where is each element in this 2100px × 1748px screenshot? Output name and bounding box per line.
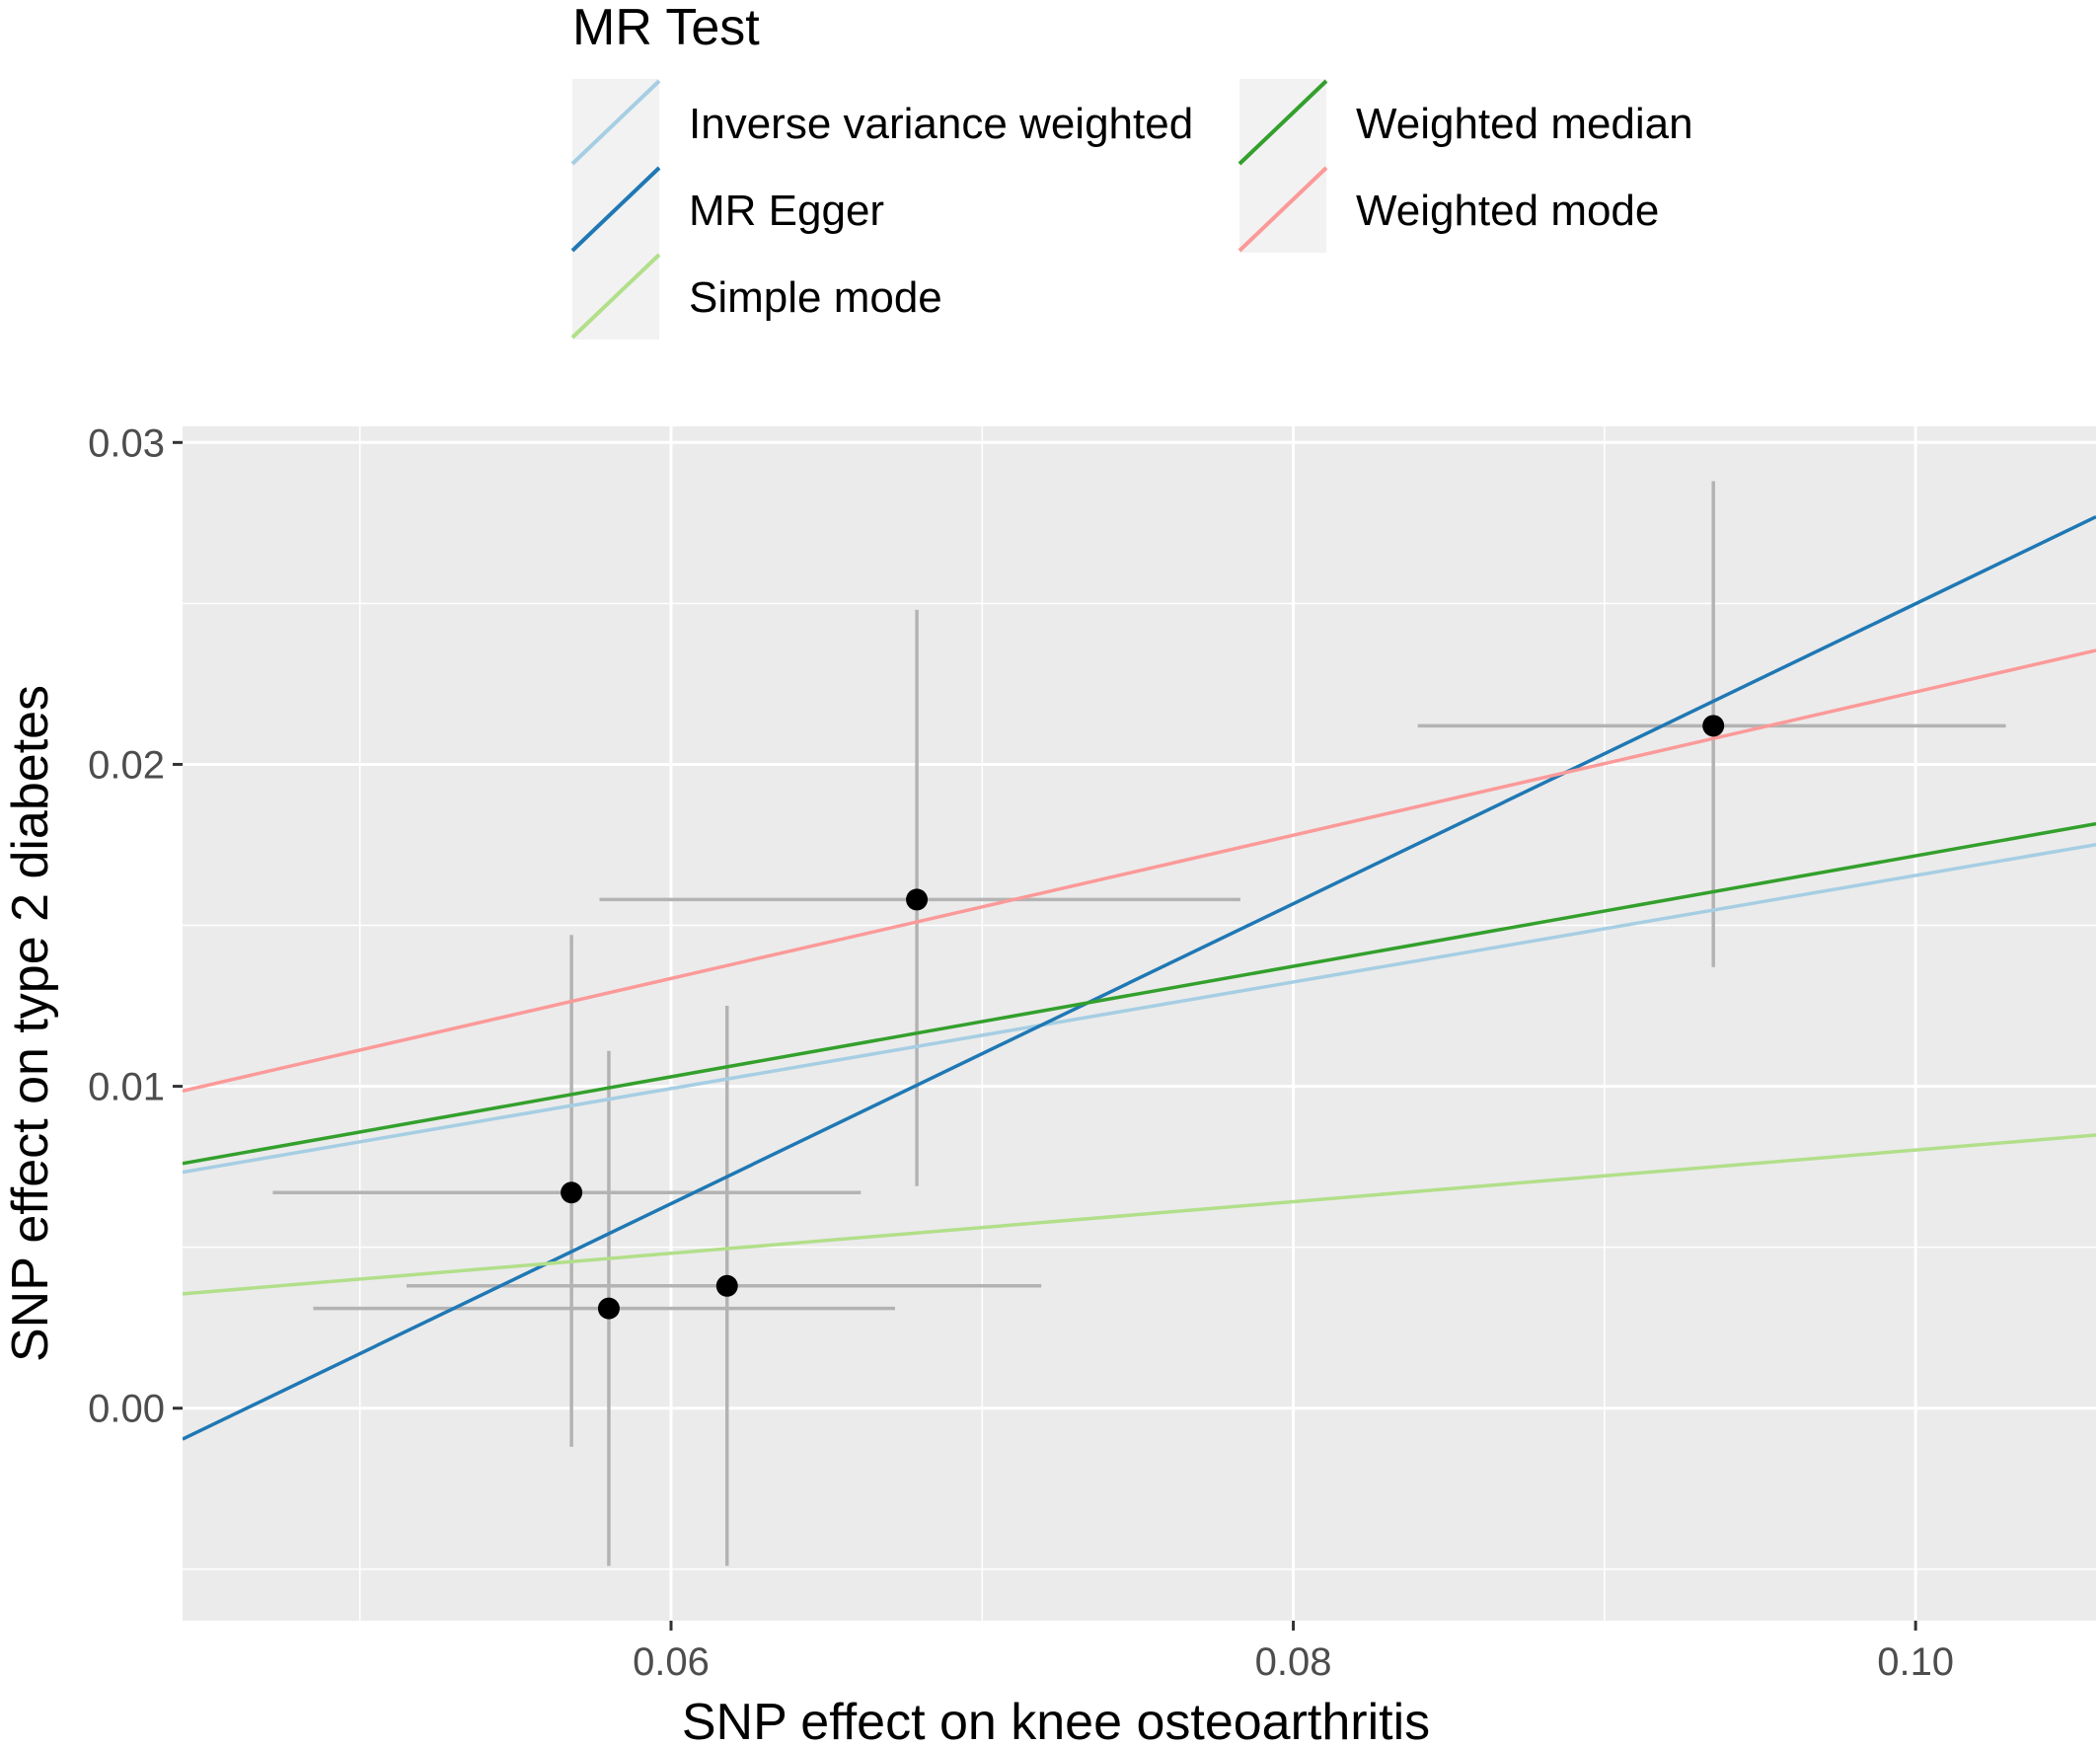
legend: MR Test Inverse variance weighted MR Egg… xyxy=(570,0,1693,340)
x-tick-label: 0.10 xyxy=(1877,1640,1954,1684)
y-tick-label: 0.00 xyxy=(88,1388,165,1431)
fit-line-weighted-median xyxy=(183,821,2096,1166)
plot-panel xyxy=(183,426,2096,1621)
legend-swatch-weighted-median xyxy=(1238,79,1328,166)
legend-swatch-simple-mode xyxy=(570,253,661,340)
legend-entry-mr-egger: MR Egger xyxy=(570,166,884,253)
x-tick-label: 0.06 xyxy=(633,1640,710,1684)
legend-label-simple-mode: Simple mode xyxy=(689,273,942,322)
grid xyxy=(183,426,2096,1621)
x-tick-label: 0.08 xyxy=(1255,1640,1332,1684)
legend-swatch-weighted-mode xyxy=(1238,166,1328,253)
legend-swatch-mr-egger xyxy=(570,166,661,253)
legend-entry-simple-mode: Simple mode xyxy=(570,253,942,340)
x-axis-title: SNP effect on knee osteoarthritis xyxy=(682,1694,1430,1748)
data-point xyxy=(597,1297,620,1320)
legend-label-weighted-mode: Weighted mode xyxy=(1356,187,1659,235)
legend-label-ivw: Inverse variance weighted xyxy=(689,100,1193,148)
y-axis-title: SNP effect on type 2 diabetes xyxy=(2,685,59,1362)
data-points xyxy=(561,715,1725,1320)
legend-swatch-ivw xyxy=(570,79,661,166)
legend-label-weighted-median: Weighted median xyxy=(1356,100,1693,148)
data-point xyxy=(1702,715,1725,737)
legend-label-mr-egger: MR Egger xyxy=(689,187,884,235)
data-point xyxy=(715,1274,738,1297)
fit-line-inverse-variance-weighted xyxy=(183,842,2096,1175)
legend-entry-weighted-mode: Weighted mode xyxy=(1238,166,1659,253)
data-point xyxy=(906,888,929,911)
legend-entry-weighted-median: Weighted median xyxy=(1238,79,1693,166)
data-point xyxy=(561,1181,583,1204)
error-bars xyxy=(272,481,2006,1566)
axes: 0.06 0.08 0.10 0.00 0.01 0.02 0.03 xyxy=(88,421,1954,1684)
fit-line-mr-egger xyxy=(183,514,2096,1441)
fit-line-weighted-mode xyxy=(183,648,2096,1093)
fit-line-simple-mode xyxy=(183,1133,2096,1296)
legend-entry-ivw: Inverse variance weighted xyxy=(570,79,1193,166)
y-tick-label: 0.02 xyxy=(88,743,165,787)
y-tick-label: 0.03 xyxy=(88,421,165,465)
y-tick-label: 0.01 xyxy=(88,1066,165,1109)
fit-lines xyxy=(183,514,2096,1441)
legend-title: MR Test xyxy=(572,0,760,56)
